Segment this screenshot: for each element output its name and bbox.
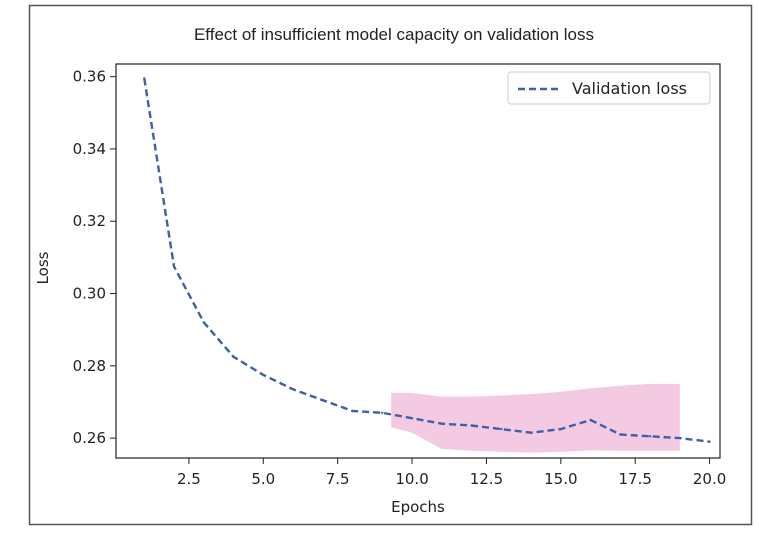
series-line-validation-loss <box>143 78 710 443</box>
data-point <box>410 417 414 420</box>
y-tick-label: 0.36 <box>73 68 106 86</box>
data-point <box>529 431 533 434</box>
data-point <box>559 427 562 431</box>
plot-frame <box>115 63 721 459</box>
data-point <box>648 435 652 438</box>
x-tick-label: 2.5 <box>177 470 201 488</box>
data-point <box>589 418 592 422</box>
legend-box <box>507 71 711 105</box>
legend: Validation loss <box>507 71 711 105</box>
x-ticks: 2.5 5.0 7.5 10.0 12.5 15.0 17.5 20.0 <box>177 458 726 488</box>
x-axis-label: Epochs <box>391 498 445 516</box>
x-tick-label: 5.0 <box>251 470 275 488</box>
data-point <box>619 433 622 436</box>
x-tick-label: 7.5 <box>326 470 350 488</box>
data-point <box>500 427 503 431</box>
y-tick-label: 0.32 <box>73 212 106 230</box>
x-tick-label: 20.0 <box>693 470 726 488</box>
data-point <box>172 265 176 268</box>
data-point <box>351 409 354 413</box>
data-point <box>381 411 384 414</box>
x-tick-label: 15.0 <box>544 470 577 488</box>
highlight-band <box>391 383 680 453</box>
y-tick-label: 0.34 <box>73 140 106 158</box>
data-point <box>143 77 146 80</box>
x-tick-label: 10.0 <box>395 470 428 488</box>
legend-label: Validation loss <box>572 79 687 98</box>
highlight-band-layer <box>391 383 680 453</box>
data-point <box>470 424 473 427</box>
y-tick-label: 0.28 <box>73 357 106 375</box>
data-point <box>202 321 205 324</box>
x-tick-label: 17.5 <box>618 470 651 488</box>
y-ticks: 0.26 0.28 0.30 0.32 0.34 0.36 <box>73 68 116 447</box>
data-point <box>232 355 235 358</box>
chart-title: Effect of insufficient model capacity on… <box>194 25 594 44</box>
data-point <box>440 422 443 425</box>
data-point <box>321 399 324 402</box>
y-tick-label: 0.30 <box>73 285 106 303</box>
x-tick-label: 12.5 <box>470 470 503 488</box>
data-point <box>291 388 295 391</box>
data-point <box>708 440 711 443</box>
data-point <box>262 373 265 377</box>
data-point <box>678 436 681 440</box>
y-axis-label: Loss <box>34 251 52 284</box>
series-layer <box>143 77 711 443</box>
y-tick-label: 0.26 <box>73 429 106 447</box>
